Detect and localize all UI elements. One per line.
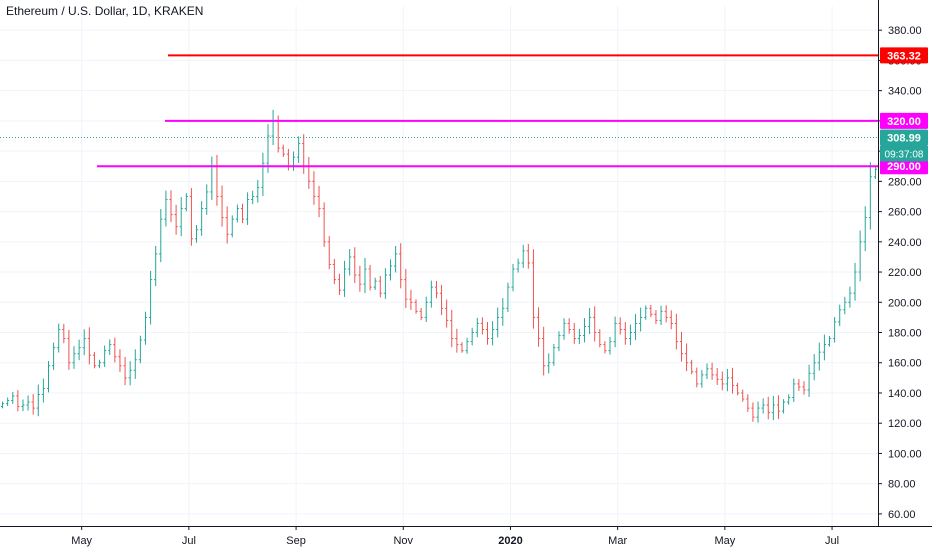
price-axis-label: 200.00 [888, 297, 922, 309]
time-axis-background [0, 526, 932, 550]
level-price-label: 290.00 [887, 161, 921, 173]
price-axis-label: 60.00 [888, 509, 916, 521]
time-axis-label: 2020 [498, 535, 522, 547]
level-price-tag [880, 158, 928, 175]
chart-title: Ethereum / U.S. Dollar, 1D, KRAKEN [6, 4, 204, 18]
level-price-tag [880, 47, 928, 64]
last-price-tag [880, 129, 928, 146]
price-axis-label: 160.00 [888, 358, 922, 370]
time-axis-label: Nov [393, 535, 413, 547]
level-price-label: 363.32 [887, 50, 921, 62]
time-axis-label: Jul [182, 535, 196, 547]
last-price-label: 308.99 [887, 133, 921, 145]
price-axis-label: 340.00 [888, 86, 922, 98]
level-price-tag [880, 112, 928, 129]
countdown-tag [880, 145, 928, 162]
time-axis-label: May [71, 535, 92, 547]
level-price-label: 320.00 [887, 116, 921, 128]
price-axis-label: 80.00 [888, 479, 916, 491]
time-axis-label: Jul [825, 535, 839, 547]
price-axis-label: 280.00 [888, 176, 922, 188]
time-axis-label: Mar [608, 535, 627, 547]
price-axis-background [878, 0, 932, 550]
price-axis-label: 240.00 [888, 237, 922, 249]
price-axis-label: 120.00 [888, 418, 922, 430]
price-axis-label: 180.00 [888, 328, 922, 340]
price-axis-label: 100.00 [888, 448, 922, 460]
countdown-label: 09:37:08 [885, 150, 924, 161]
price-axis-label: 380.00 [888, 25, 922, 37]
price-axis-label: 260.00 [888, 207, 922, 219]
price-axis-label: 220.00 [888, 267, 922, 279]
time-axis-label: Sep [286, 535, 306, 547]
price-axis-label: 140.00 [888, 388, 922, 400]
time-axis-label: May [714, 535, 735, 547]
